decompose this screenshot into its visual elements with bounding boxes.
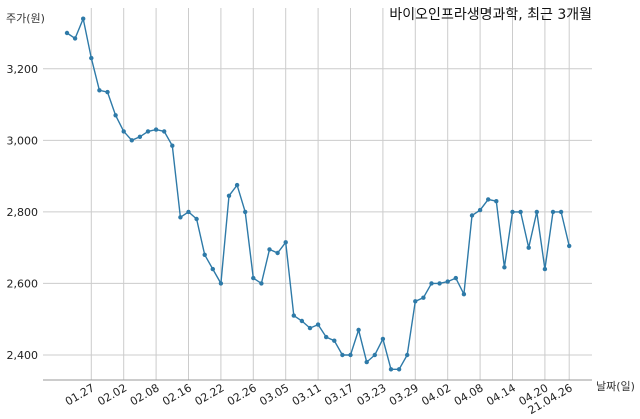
data-point	[534, 209, 539, 215]
data-point	[502, 265, 507, 270]
data-point	[299, 318, 305, 324]
y-tick-label: 3,000	[7, 134, 39, 147]
data-point	[186, 209, 191, 215]
data-point	[64, 30, 70, 36]
data-point	[550, 209, 556, 215]
data-point	[137, 134, 143, 139]
data-point	[558, 209, 564, 215]
x-axis-label: 날짜(일)	[596, 379, 635, 393]
x-tick-label: 04.08	[452, 381, 486, 408]
data-point	[542, 266, 548, 272]
data-point	[324, 334, 329, 340]
data-point	[364, 359, 369, 365]
data-point	[405, 352, 410, 358]
x-tick-label: 02.16	[160, 381, 194, 408]
data-point	[526, 245, 531, 250]
data-point	[234, 182, 240, 188]
data-point	[251, 275, 256, 281]
x-tick-label: 02.22	[193, 381, 227, 408]
data-point	[275, 250, 280, 256]
data-point	[283, 240, 288, 245]
data-point	[72, 36, 78, 41]
data-point	[210, 266, 215, 272]
data-point	[429, 281, 434, 286]
data-point	[202, 252, 207, 257]
data-point	[477, 207, 483, 213]
price-points	[64, 16, 572, 372]
data-point	[510, 209, 515, 215]
data-point	[291, 313, 296, 318]
data-point	[348, 352, 353, 358]
x-tick-label: 03.05	[257, 381, 291, 408]
data-point	[494, 199, 499, 204]
data-point	[388, 367, 394, 372]
data-point	[194, 216, 199, 222]
y-axis-label: 주가(원)	[6, 12, 45, 25]
data-point	[259, 281, 264, 286]
data-point	[567, 243, 572, 249]
data-point	[413, 299, 418, 304]
x-tick-label: 03.17	[322, 381, 356, 408]
data-point	[129, 138, 134, 143]
data-point	[445, 279, 450, 284]
y-tick-label: 3,200	[7, 63, 39, 76]
data-point	[89, 55, 94, 61]
data-point	[486, 197, 491, 202]
data-point	[81, 16, 86, 21]
data-point	[105, 89, 110, 95]
data-point	[121, 129, 126, 134]
x-tick-label: 04.14	[484, 381, 518, 408]
x-tick-label: 02.08	[128, 381, 162, 408]
data-point	[340, 352, 345, 358]
data-point	[113, 113, 118, 118]
data-point	[469, 213, 475, 218]
data-point	[170, 143, 175, 148]
data-point	[315, 322, 321, 327]
data-point	[372, 352, 377, 358]
data-point	[307, 325, 313, 331]
x-tick-label: 02.26	[225, 381, 259, 408]
x-tick-label: 03.29	[387, 381, 421, 408]
data-point	[178, 215, 183, 220]
data-point	[453, 275, 458, 281]
data-point	[437, 281, 442, 286]
data-point	[145, 129, 151, 134]
x-tick-label: 04.02	[419, 381, 453, 408]
x-tick-label: 02.02	[95, 381, 129, 408]
data-point	[162, 129, 167, 134]
data-point	[421, 295, 426, 300]
x-tick-label: 03.11	[290, 381, 324, 408]
data-point	[518, 209, 523, 215]
data-point	[153, 127, 159, 132]
data-point	[267, 247, 272, 252]
x-tick-labels: 01.2702.0202.0802.1602.2202.2603.0503.11…	[63, 381, 575, 417]
chart-title: 바이오인프라생명과학, 최근 3개월	[389, 7, 592, 23]
x-tick-label: 01.27	[63, 381, 97, 408]
y-tick-label: 2,800	[7, 206, 39, 219]
data-point	[380, 336, 386, 342]
data-point	[461, 292, 467, 297]
data-point	[218, 281, 224, 286]
x-tick-label: 03.23	[355, 381, 389, 408]
data-point	[356, 327, 361, 333]
y-tick-labels: 2,400 2,600 2,800 3,000 3,200	[7, 63, 39, 362]
gridlines	[43, 8, 592, 380]
data-point	[332, 338, 337, 343]
y-tick-label: 2,400	[7, 349, 39, 362]
y-tick-label: 2,600	[7, 277, 39, 290]
data-point	[226, 193, 232, 198]
data-point	[97, 88, 102, 93]
data-point	[396, 367, 402, 372]
data-point	[243, 209, 248, 215]
